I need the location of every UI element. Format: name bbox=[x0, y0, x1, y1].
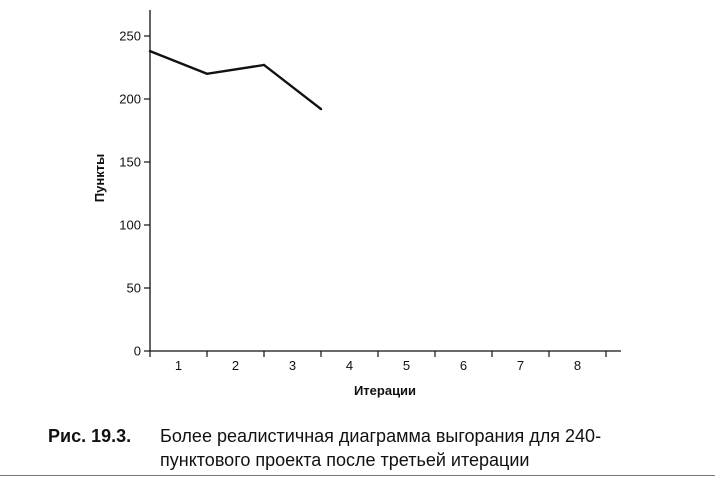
data-point bbox=[262, 63, 266, 67]
x-tick-label: 3 bbox=[289, 358, 296, 373]
x-tick-label: 8 bbox=[574, 358, 581, 373]
x-tick-label: 5 bbox=[403, 358, 410, 373]
figure-caption: Рис. 19.3. Более реалистичная диаграмма в… bbox=[48, 424, 708, 472]
figure-caption-label: Рис. 19.3. bbox=[48, 426, 132, 446]
y-tick-label: 0 bbox=[134, 344, 141, 359]
bottom-divider bbox=[0, 475, 715, 476]
figure-caption-text: Более реалистичная диаграмма выгорания д… bbox=[160, 426, 602, 470]
x-axis: 1 2 3 4 5 6 7 8 bbox=[149, 350, 621, 373]
data-point bbox=[148, 49, 152, 53]
series-line bbox=[149, 50, 322, 111]
y-tick-label: 50 bbox=[127, 281, 141, 296]
y-axis: 0 50 100 150 200 250 bbox=[119, 10, 151, 359]
series-group bbox=[148, 49, 323, 111]
x-tick-label: 6 bbox=[460, 358, 467, 373]
y-tick-label: 100 bbox=[119, 218, 141, 233]
x-axis-title: Итерации bbox=[354, 383, 416, 398]
x-tick-label: 4 bbox=[346, 358, 353, 373]
y-axis-title: Пункты bbox=[92, 154, 107, 202]
x-tick-label: 7 bbox=[517, 358, 524, 373]
data-point bbox=[205, 72, 209, 76]
x-tick-label: 1 bbox=[175, 358, 182, 373]
y-tick-label: 250 bbox=[119, 29, 141, 44]
data-point bbox=[319, 107, 323, 111]
burndown-chart: 0 50 100 150 200 250 1 2 3 4 5 6 7 8 Итерации Пункты bbox=[92, 10, 621, 398]
y-tick-label: 200 bbox=[119, 92, 141, 107]
x-tick-label: 2 bbox=[232, 358, 239, 373]
y-tick-label: 150 bbox=[119, 155, 141, 170]
